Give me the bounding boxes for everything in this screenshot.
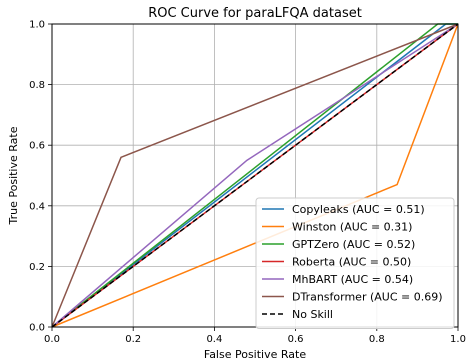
chart-title: ROC Curve for paraLFQA dataset (148, 6, 362, 21)
legend-entry-label: Copyleaks (AUC = 0.51) (292, 203, 425, 216)
x-tick-label: 0.8 (369, 334, 385, 345)
legend-entry-label: Roberta (AUC = 0.50) (292, 256, 411, 269)
legend-entry-label: GPTZero (AUC = 0.52) (292, 238, 415, 251)
y-tick-label: 0.4 (29, 201, 45, 212)
x-tick-label: 0.0 (44, 334, 60, 345)
legend-box (255, 197, 455, 329)
x-axis-label: False Positive Rate (204, 348, 306, 361)
x-tick-label: 1.0 (450, 334, 466, 345)
series-line-1 (51, 23, 459, 328)
y-tick-label: 0.8 (29, 80, 45, 91)
x-tick-label: 0.4 (206, 334, 222, 345)
legend-entry-label: MhBART (AUC = 0.54) (292, 273, 413, 286)
legend-entry-label: No Skill (292, 308, 333, 321)
series-line-4 (51, 23, 459, 328)
legend-entry-label: Winston (AUC = 0.31) (292, 221, 412, 234)
x-tick-label: 0.2 (125, 334, 141, 345)
y-tick-label: 0.6 (29, 141, 45, 152)
plot-frame (51, 23, 459, 328)
y-axis-label: True Positive Rate (7, 126, 20, 225)
series-line-5 (51, 23, 459, 328)
x-tick-label: 0.6 (288, 334, 304, 345)
y-tick-label: 0.2 (29, 262, 45, 273)
legend-entry-label: DTransformer (AUC = 0.69) (292, 291, 443, 304)
y-tick-label: 1.0 (29, 20, 45, 31)
series-line-6 (51, 23, 459, 328)
y-tick-label: 0.0 (29, 323, 45, 334)
legend: Copyleaks (AUC = 0.51) Winston (AUC = 0.3… (255, 197, 455, 329)
axis-ticks: 0.0 0.2 0.4 0.6 0.8 1.0 0.0 0.2 0.4 0.6 0.8 1.0 (29, 20, 466, 346)
